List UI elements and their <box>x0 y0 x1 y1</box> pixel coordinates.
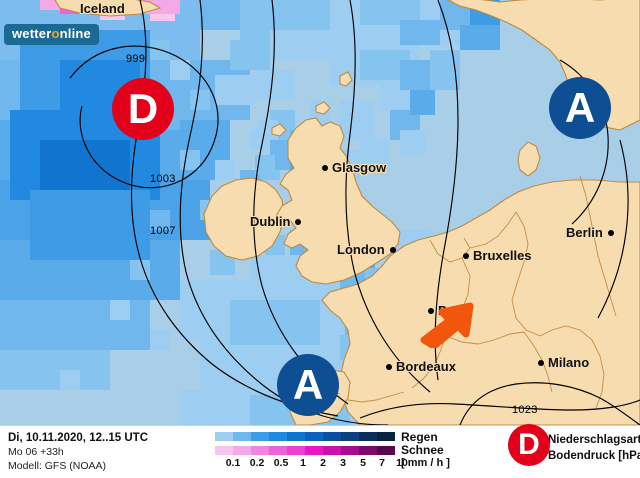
isobar-1015 <box>345 0 431 393</box>
city-name-london: London <box>337 242 385 257</box>
city-label-iceland: Iceland <box>80 0 125 18</box>
scale-tick-5: 3 <box>340 457 346 469</box>
scale-tick-8: 10 <box>396 457 408 469</box>
low-pressure-letter: D <box>127 85 159 132</box>
rain-gradient <box>215 432 395 441</box>
city-name-milano: Milano <box>548 355 590 370</box>
isobar-value-1007: 1007 <box>150 225 176 237</box>
city-name-bordeaux: Bordeaux <box>396 359 456 374</box>
legend-low-pressure-badge: D <box>508 424 550 466</box>
city-dot-berlin <box>607 229 614 236</box>
isobar-value-999: 999 <box>126 53 146 65</box>
rain-label: Regen <box>401 430 438 444</box>
isobar-value-1023: 1023 <box>512 404 538 416</box>
land-island-shetland <box>339 71 353 87</box>
wetteronline-watermark: wetteronline <box>4 24 99 45</box>
scale-tick-1: 0.2 <box>249 457 265 469</box>
scale-tick-2: 0.5 <box>273 457 289 469</box>
forecast-timestamp: Di, 10.11.2020, 12..15 UTC <box>8 432 149 444</box>
isobar-label-1003: 1003 <box>150 173 176 185</box>
city-label-glasgow: Glasgow <box>322 159 386 177</box>
scale-tick-3: 1 <box>300 457 306 469</box>
low-pressure-marker-d: D <box>112 78 174 140</box>
city-name-bruxelles: Bruxelles <box>473 248 532 263</box>
land-island-hebrides <box>271 123 287 137</box>
city-dot-milano <box>538 359 544 366</box>
city-dot-bordeaux <box>386 363 392 370</box>
city-label-berlin: Berlin <box>566 224 614 242</box>
high-pressure-letter-sw: A <box>292 361 324 408</box>
isobar-1011 <box>253 0 349 405</box>
city-dot-london <box>389 246 396 253</box>
land-island-orkney <box>315 101 331 115</box>
watermark-part2: o <box>51 26 60 41</box>
land-denmark <box>517 141 541 177</box>
legend-badge-letter: D <box>518 428 540 461</box>
city-label-dublin: Dublin <box>250 213 302 231</box>
snow-label: Schnee <box>401 443 444 457</box>
precipitation-map[interactable]: wetteronline Iceland Glasgow Dublin Lond… <box>0 0 640 425</box>
isobar-label-999: 999 <box>126 53 145 65</box>
isobar-value-1003: 1003 <box>150 173 176 185</box>
city-label-bordeaux: Bordeaux <box>386 358 456 376</box>
city-name-glasgow: Glasgow <box>332 160 387 175</box>
land-ireland <box>203 177 285 261</box>
city-dot-dublin <box>295 218 302 225</box>
forecast-run: Mo 06 +33h <box>8 446 64 458</box>
legend-right-text: Niederschlagsart Bodendruck [hPa] <box>548 432 640 464</box>
city-name-berlin: Berlin <box>566 225 603 240</box>
isobar-1021 <box>597 139 629 319</box>
forecast-metadata: Di, 10.11.2020, 12..15 UTC Mo 06 +33h Mo… <box>8 431 148 473</box>
scale-tick-labels: 0.1 0.2 0.5 1 2 3 5 7 10 [ mm / h ] <box>215 457 450 471</box>
isobar-1023b <box>359 399 640 419</box>
forecast-model: Modell: GFS (NOAA) <box>8 460 107 472</box>
high-pressure-marker-a-sw: A <box>277 354 339 416</box>
high-pressure-marker-a-ne: A <box>549 77 611 139</box>
city-label-milano: Milano <box>538 354 589 372</box>
snow-color-bar: Schnee <box>215 443 480 457</box>
high-pressure-letter-ne: A <box>564 84 596 131</box>
snow-gradient <box>215 446 395 455</box>
city-dot-glasgow <box>322 164 328 171</box>
watermark-part1: wetter <box>12 26 52 41</box>
land-iceland <box>54 0 162 17</box>
arrow-shape <box>420 302 474 348</box>
scale-tick-7: 7 <box>379 457 385 469</box>
isobar-999 <box>69 45 219 189</box>
city-label-london: London <box>337 241 396 259</box>
legend-precipitation-type: Niederschlagsart <box>548 434 640 446</box>
isobar-label-1023: 1023 <box>512 404 538 416</box>
scale-tick-4: 2 <box>320 457 326 469</box>
city-label-bruxelles: Bruxelles <box>463 247 532 265</box>
isobar-1023 <box>459 382 640 425</box>
city-name-iceland: Iceland <box>80 1 125 16</box>
city-name-dublin: Dublin <box>250 214 291 229</box>
rain-color-bar: Regen <box>215 430 480 444</box>
watermark-part3: nline <box>59 26 91 41</box>
isobar-1019 <box>434 0 459 381</box>
city-dot-bruxelles <box>463 252 469 259</box>
map-canvas <box>0 0 640 425</box>
scale-unit-label: [ mm / h ] <box>401 457 450 469</box>
city-dot-paris <box>428 307 434 314</box>
scale-tick-0: 0.1 <box>225 457 241 469</box>
land-great-britain <box>275 117 401 285</box>
isobar-label-1007: 1007 <box>150 225 176 237</box>
legend-surface-pressure: Bodendruck [hPa] <box>548 450 640 462</box>
precipitation-scale: Regen Schnee 0.1 0.2 0.5 1 2 3 5 7 <box>215 430 480 471</box>
scale-tick-6: 5 <box>360 457 366 469</box>
